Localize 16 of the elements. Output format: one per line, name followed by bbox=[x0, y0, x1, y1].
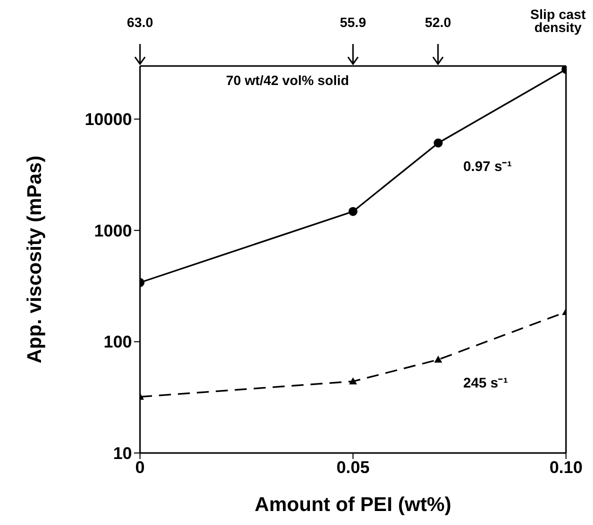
y-axis-title: App. viscosity (mPas) bbox=[24, 156, 46, 364]
series-label: 0.97 s⁻¹ bbox=[463, 158, 512, 174]
y-tick-label: 100 bbox=[104, 332, 132, 352]
text: 63.0 bbox=[126, 15, 154, 30]
x-tick-label: 0.10 bbox=[549, 458, 583, 478]
x-tick-label: 0 bbox=[135, 458, 145, 478]
text: Slip cast density bbox=[529, 7, 587, 35]
text: 55.9 bbox=[338, 15, 368, 30]
series-label: 245 s⁻¹ bbox=[463, 374, 508, 391]
y-tick-label: 1000 bbox=[94, 221, 132, 240]
annotation: 70 wt/42 vol% solid bbox=[226, 73, 350, 88]
x-tick-label: 0.05 bbox=[336, 458, 370, 478]
y-tick-label: 10 bbox=[113, 444, 132, 464]
y-tick-label: 10000 bbox=[84, 110, 132, 130]
x-axis-title: Amount of PEI (wt%) bbox=[254, 494, 452, 516]
text: 52.0 bbox=[424, 15, 452, 30]
